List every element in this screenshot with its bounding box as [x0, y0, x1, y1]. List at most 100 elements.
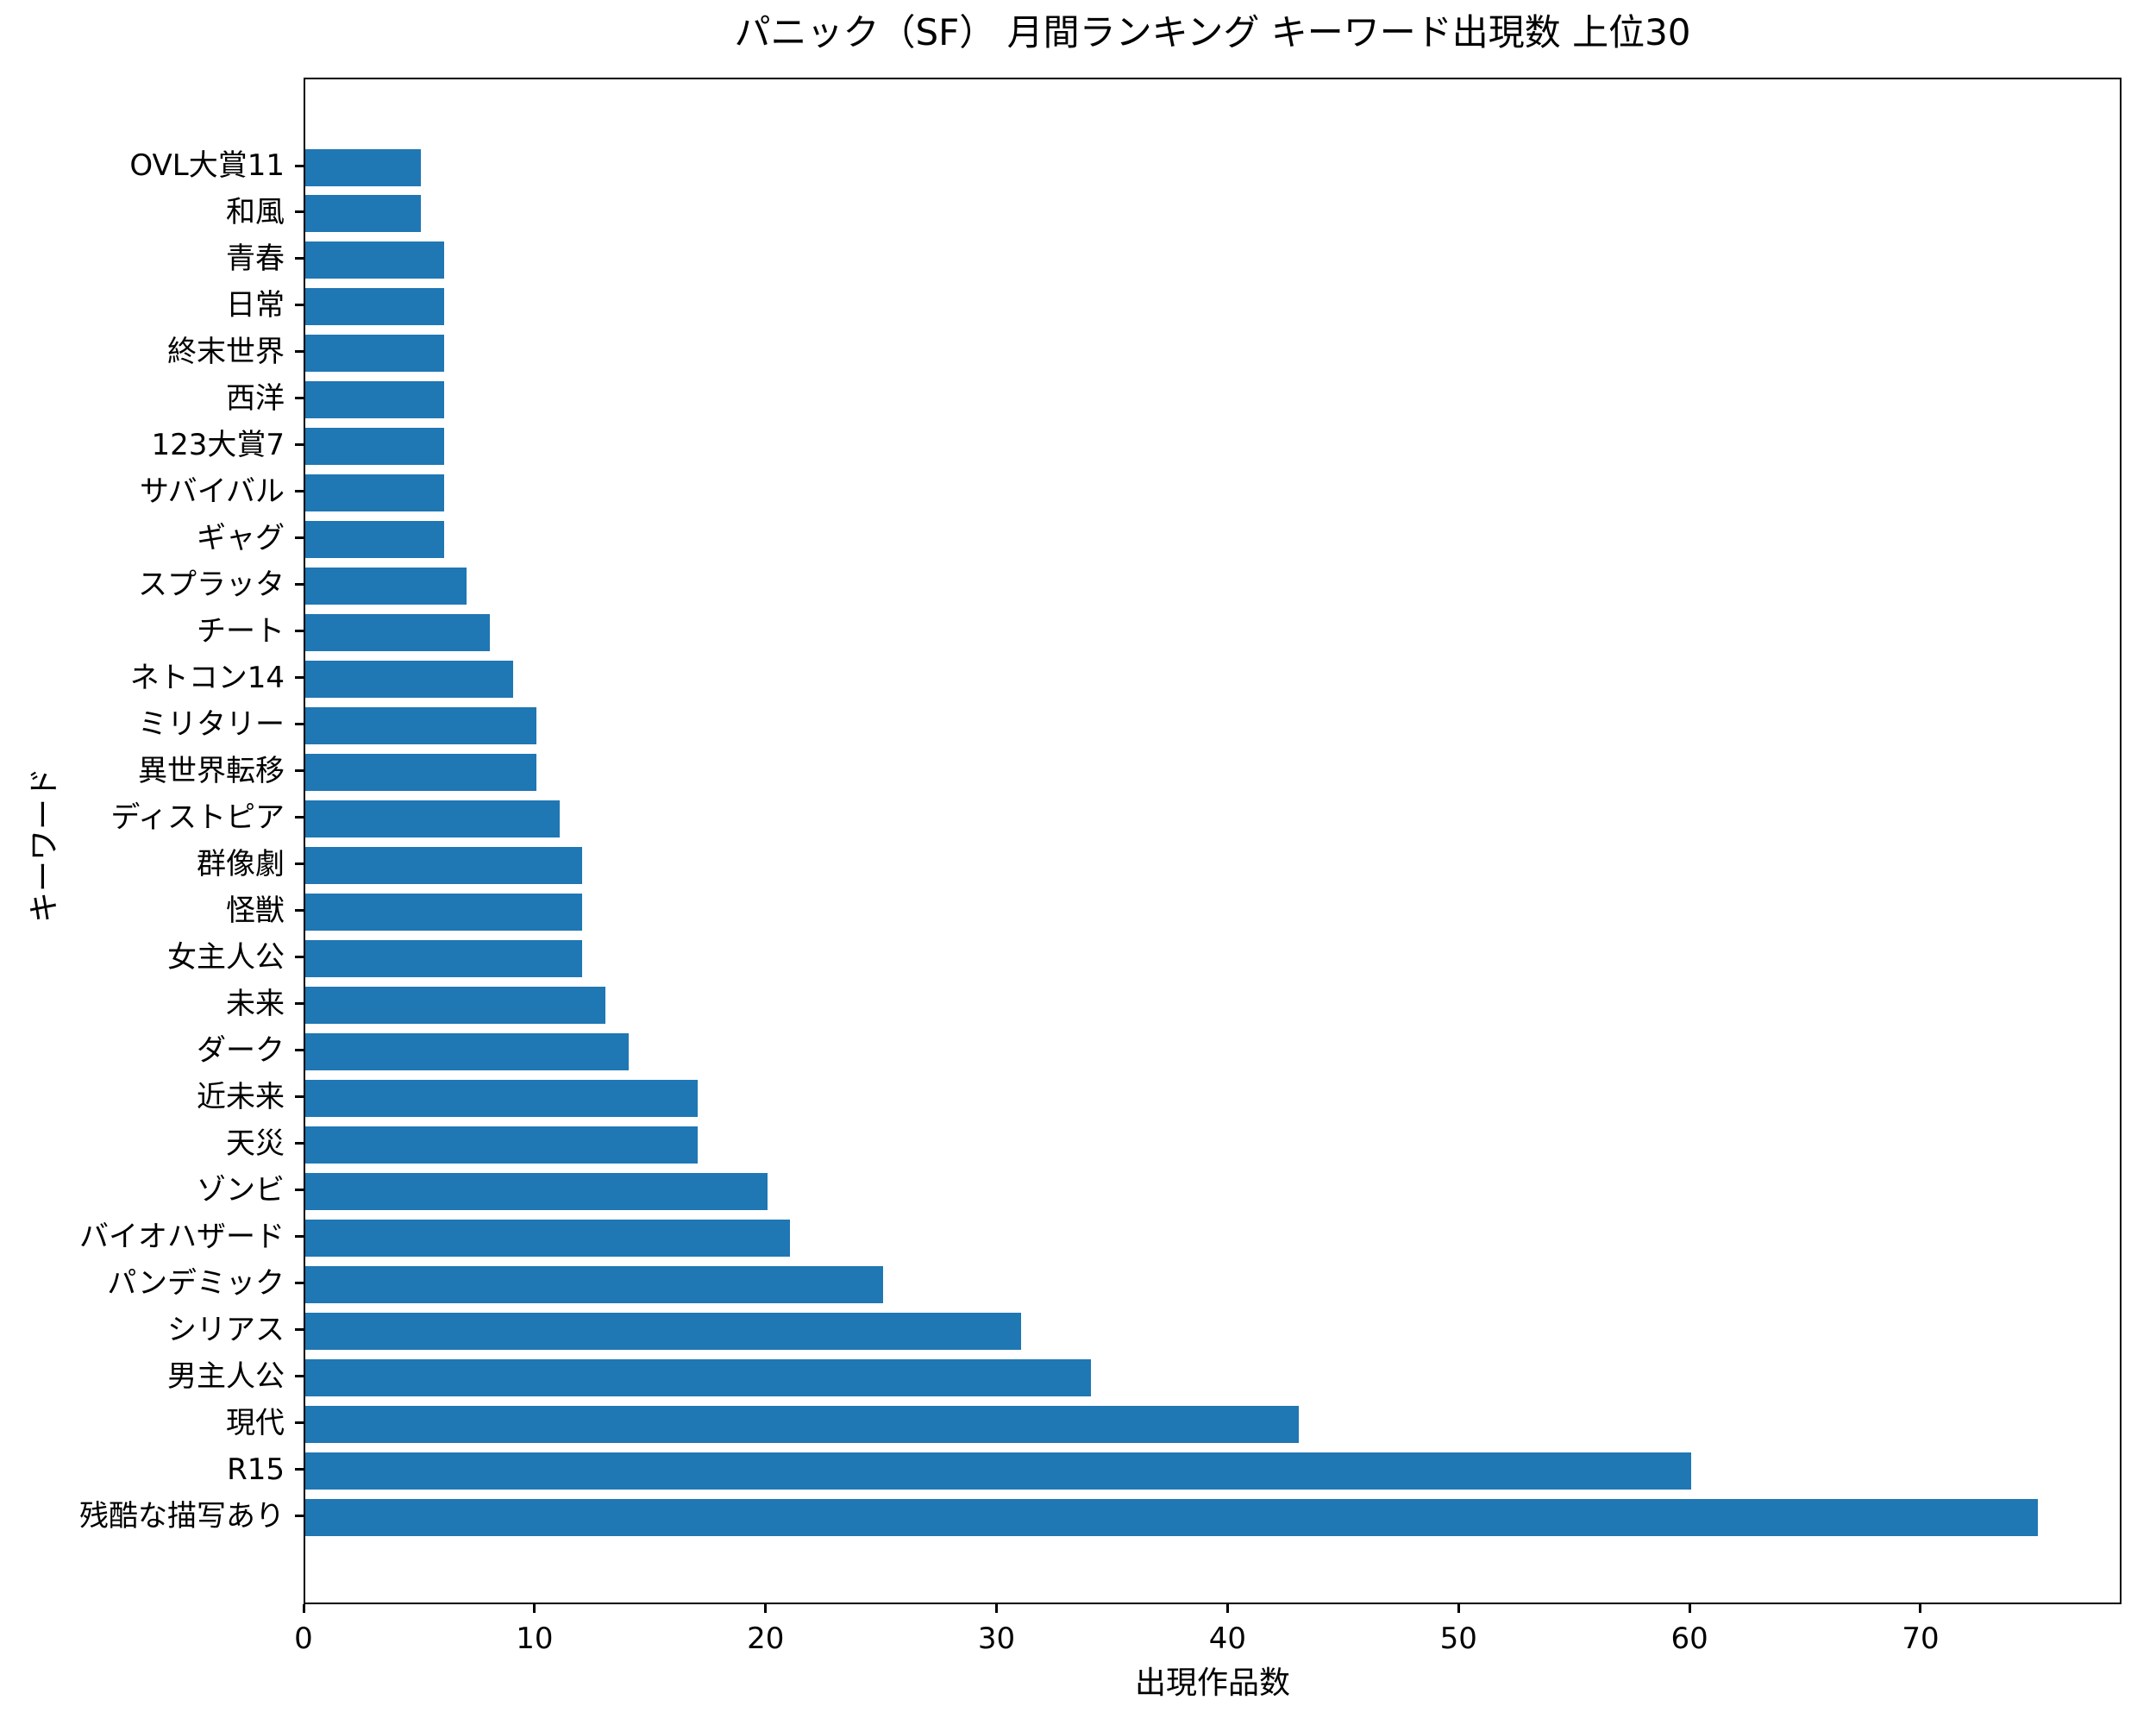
y-tick-mark [295, 257, 304, 260]
y-tick-label: 123大賞7 [151, 427, 285, 462]
bar [305, 1173, 768, 1211]
y-tick-mark [295, 1235, 304, 1239]
y-tick-mark [295, 909, 304, 913]
y-tick-mark [295, 769, 304, 773]
y-tick-label: ダーク [197, 1032, 285, 1068]
x-tick-label: 40 [1208, 1622, 1247, 1656]
bar [305, 242, 444, 279]
bar [305, 940, 583, 978]
bar [305, 987, 606, 1025]
bar [305, 894, 583, 932]
bar [305, 335, 444, 373]
bar [305, 661, 514, 699]
y-tick-mark [295, 210, 304, 214]
y-tick-mark [295, 630, 304, 633]
y-tick-mark [295, 862, 304, 866]
bar [305, 1080, 699, 1118]
y-tick-label: 女主人公 [167, 939, 285, 975]
bar [305, 754, 536, 792]
bar [305, 1406, 1299, 1444]
y-tick-label: 未来 [226, 986, 285, 1021]
y-tick-label: サバイバル [140, 474, 285, 509]
y-tick-label: ゾンビ [197, 1172, 285, 1208]
y-tick-label: ディストピア [110, 800, 285, 835]
x-tick-mark [1457, 1604, 1460, 1613]
y-tick-mark [295, 583, 304, 586]
y-tick-mark [295, 164, 304, 167]
y-tick-label: 現代 [226, 1405, 285, 1440]
x-tick-label: 0 [294, 1622, 313, 1656]
y-tick-label: 日常 [226, 287, 285, 323]
y-tick-mark [295, 1002, 304, 1006]
y-tick-label: OVL大賞11 [129, 148, 285, 183]
x-tick-mark [302, 1604, 305, 1613]
bar [305, 707, 536, 745]
bar [305, 568, 467, 605]
y-tick-label: スプラッタ [138, 567, 285, 602]
bar [305, 288, 444, 326]
bar [305, 800, 560, 838]
x-tick-mark [1919, 1604, 1922, 1613]
bar [305, 474, 444, 512]
y-tick-label: 和風 [226, 194, 285, 229]
y-tick-mark [295, 1328, 304, 1332]
y-tick-mark [295, 536, 304, 540]
y-tick-label: 終末世界 [167, 334, 285, 369]
bar [305, 1033, 629, 1071]
y-tick-mark [295, 956, 304, 959]
y-tick-label: 異世界転移 [138, 753, 285, 788]
y-tick-label: 怪獣 [226, 893, 285, 928]
y-tick-label: チート [197, 613, 285, 649]
y-tick-mark [295, 1515, 304, 1518]
x-tick-mark [764, 1604, 768, 1613]
y-tick-label: 西洋 [226, 380, 285, 416]
x-tick-mark [995, 1604, 999, 1613]
y-tick-mark [295, 304, 304, 307]
y-tick-label: シリアス [167, 1312, 285, 1347]
y-tick-mark [295, 723, 304, 726]
y-tick-mark [295, 1189, 304, 1192]
bar [305, 428, 444, 466]
y-tick-mark [295, 350, 304, 354]
y-axis-label-text: キーワード [27, 767, 62, 924]
x-tick-label: 50 [1439, 1622, 1477, 1656]
y-tick-label: R15 [227, 1452, 285, 1487]
y-tick-mark [295, 1421, 304, 1425]
bar [305, 195, 421, 233]
y-tick-mark [295, 443, 304, 447]
y-tick-mark [295, 816, 304, 819]
y-tick-label: 男主人公 [167, 1358, 285, 1394]
chart-title: パニック（SF） 月間ランキング キーワード出現数 上位30 [734, 11, 1691, 53]
y-tick-label: ネトコン14 [129, 660, 285, 695]
x-tick-mark [1225, 1604, 1229, 1613]
x-axis-label: 出現作品数 [1134, 1665, 1290, 1701]
x-tick-label: 30 [977, 1622, 1016, 1656]
bar [305, 1220, 791, 1258]
y-tick-label: ミリタリー [138, 706, 285, 742]
bar [305, 614, 491, 652]
bar [305, 1499, 2038, 1537]
y-tick-label: 近未来 [197, 1079, 285, 1114]
y-tick-label: 残酷な描写あり [79, 1498, 285, 1534]
y-tick-label: パンデミック [107, 1265, 285, 1301]
x-tick-label: 70 [1902, 1622, 1940, 1656]
bar [305, 847, 583, 885]
y-tick-label: ギャグ [197, 520, 285, 555]
bar [305, 1266, 883, 1304]
y-tick-mark [295, 490, 304, 493]
bar [305, 148, 421, 186]
y-tick-mark [295, 1468, 304, 1471]
bar [305, 1452, 1692, 1490]
y-tick-mark [295, 1142, 304, 1145]
y-tick-mark [295, 1049, 304, 1052]
y-tick-mark [295, 1375, 304, 1378]
x-tick-label: 10 [516, 1622, 554, 1656]
bar [305, 1126, 699, 1164]
bar [305, 381, 444, 419]
y-tick-mark [295, 676, 304, 680]
y-tick-label: バイオハザード [79, 1219, 285, 1254]
y-tick-label: 天災 [226, 1126, 285, 1161]
y-tick-mark [295, 397, 304, 400]
y-tick-label: 青春 [226, 241, 285, 276]
